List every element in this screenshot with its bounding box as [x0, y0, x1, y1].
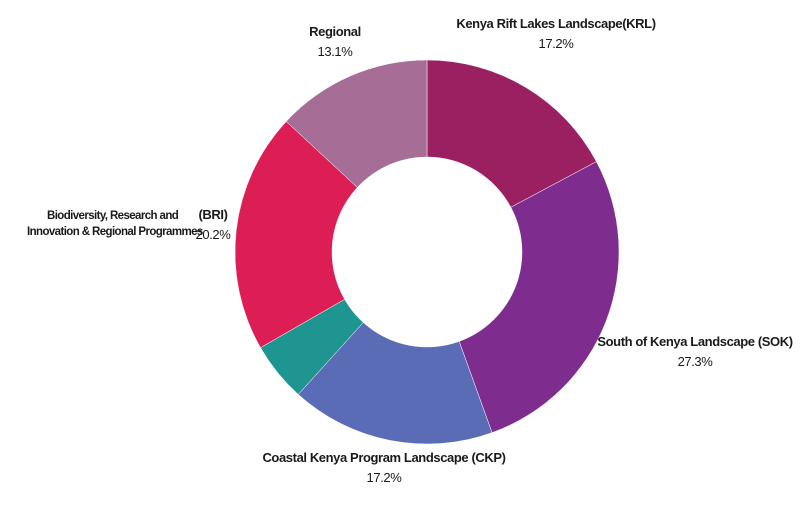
- donut-slice-5: [234, 121, 358, 348]
- label-bri-value: (BRI) 20.2%: [196, 205, 231, 245]
- label-krl-name: Kenya Rift Lakes Landscape(KRL): [456, 16, 656, 31]
- label-sok-name: South of Kenya Landscape (SOK): [597, 334, 793, 349]
- label-regional: Regional 13.1%: [309, 22, 361, 62]
- donut-slice-2: [458, 161, 620, 433]
- label-bri-abbr: (BRI): [198, 207, 228, 222]
- label-krl-pct: 17.2%: [538, 36, 574, 51]
- label-krl: Kenya Rift Lakes Landscape(KRL) 17.2%: [456, 14, 656, 54]
- label-bri-line1: Biodiversity, Research and: [47, 210, 179, 222]
- label-sok-pct: 27.3%: [677, 354, 713, 369]
- label-bri-name: Biodiversity, Research and Innovation & …: [27, 208, 203, 240]
- label-sok: South of Kenya Landscape (SOK) 27.3%: [597, 332, 793, 372]
- donut-slice-6: [285, 59, 428, 188]
- label-ckp-name: Coastal Kenya Program Landscape (CKP): [262, 450, 506, 465]
- label-bri-line2: Innovation & Regional Programmes: [27, 226, 203, 238]
- donut-slice-3: [297, 322, 493, 445]
- label-regional-pct: 13.1%: [317, 44, 353, 59]
- label-ckp-pct: 17.2%: [366, 470, 402, 485]
- label-bri-pct: 20.2%: [195, 227, 231, 242]
- donut-slice-1: [426, 59, 597, 208]
- label-ckp: Coastal Kenya Program Landscape (CKP) 17…: [262, 448, 506, 488]
- label-regional-name: Regional: [309, 24, 361, 39]
